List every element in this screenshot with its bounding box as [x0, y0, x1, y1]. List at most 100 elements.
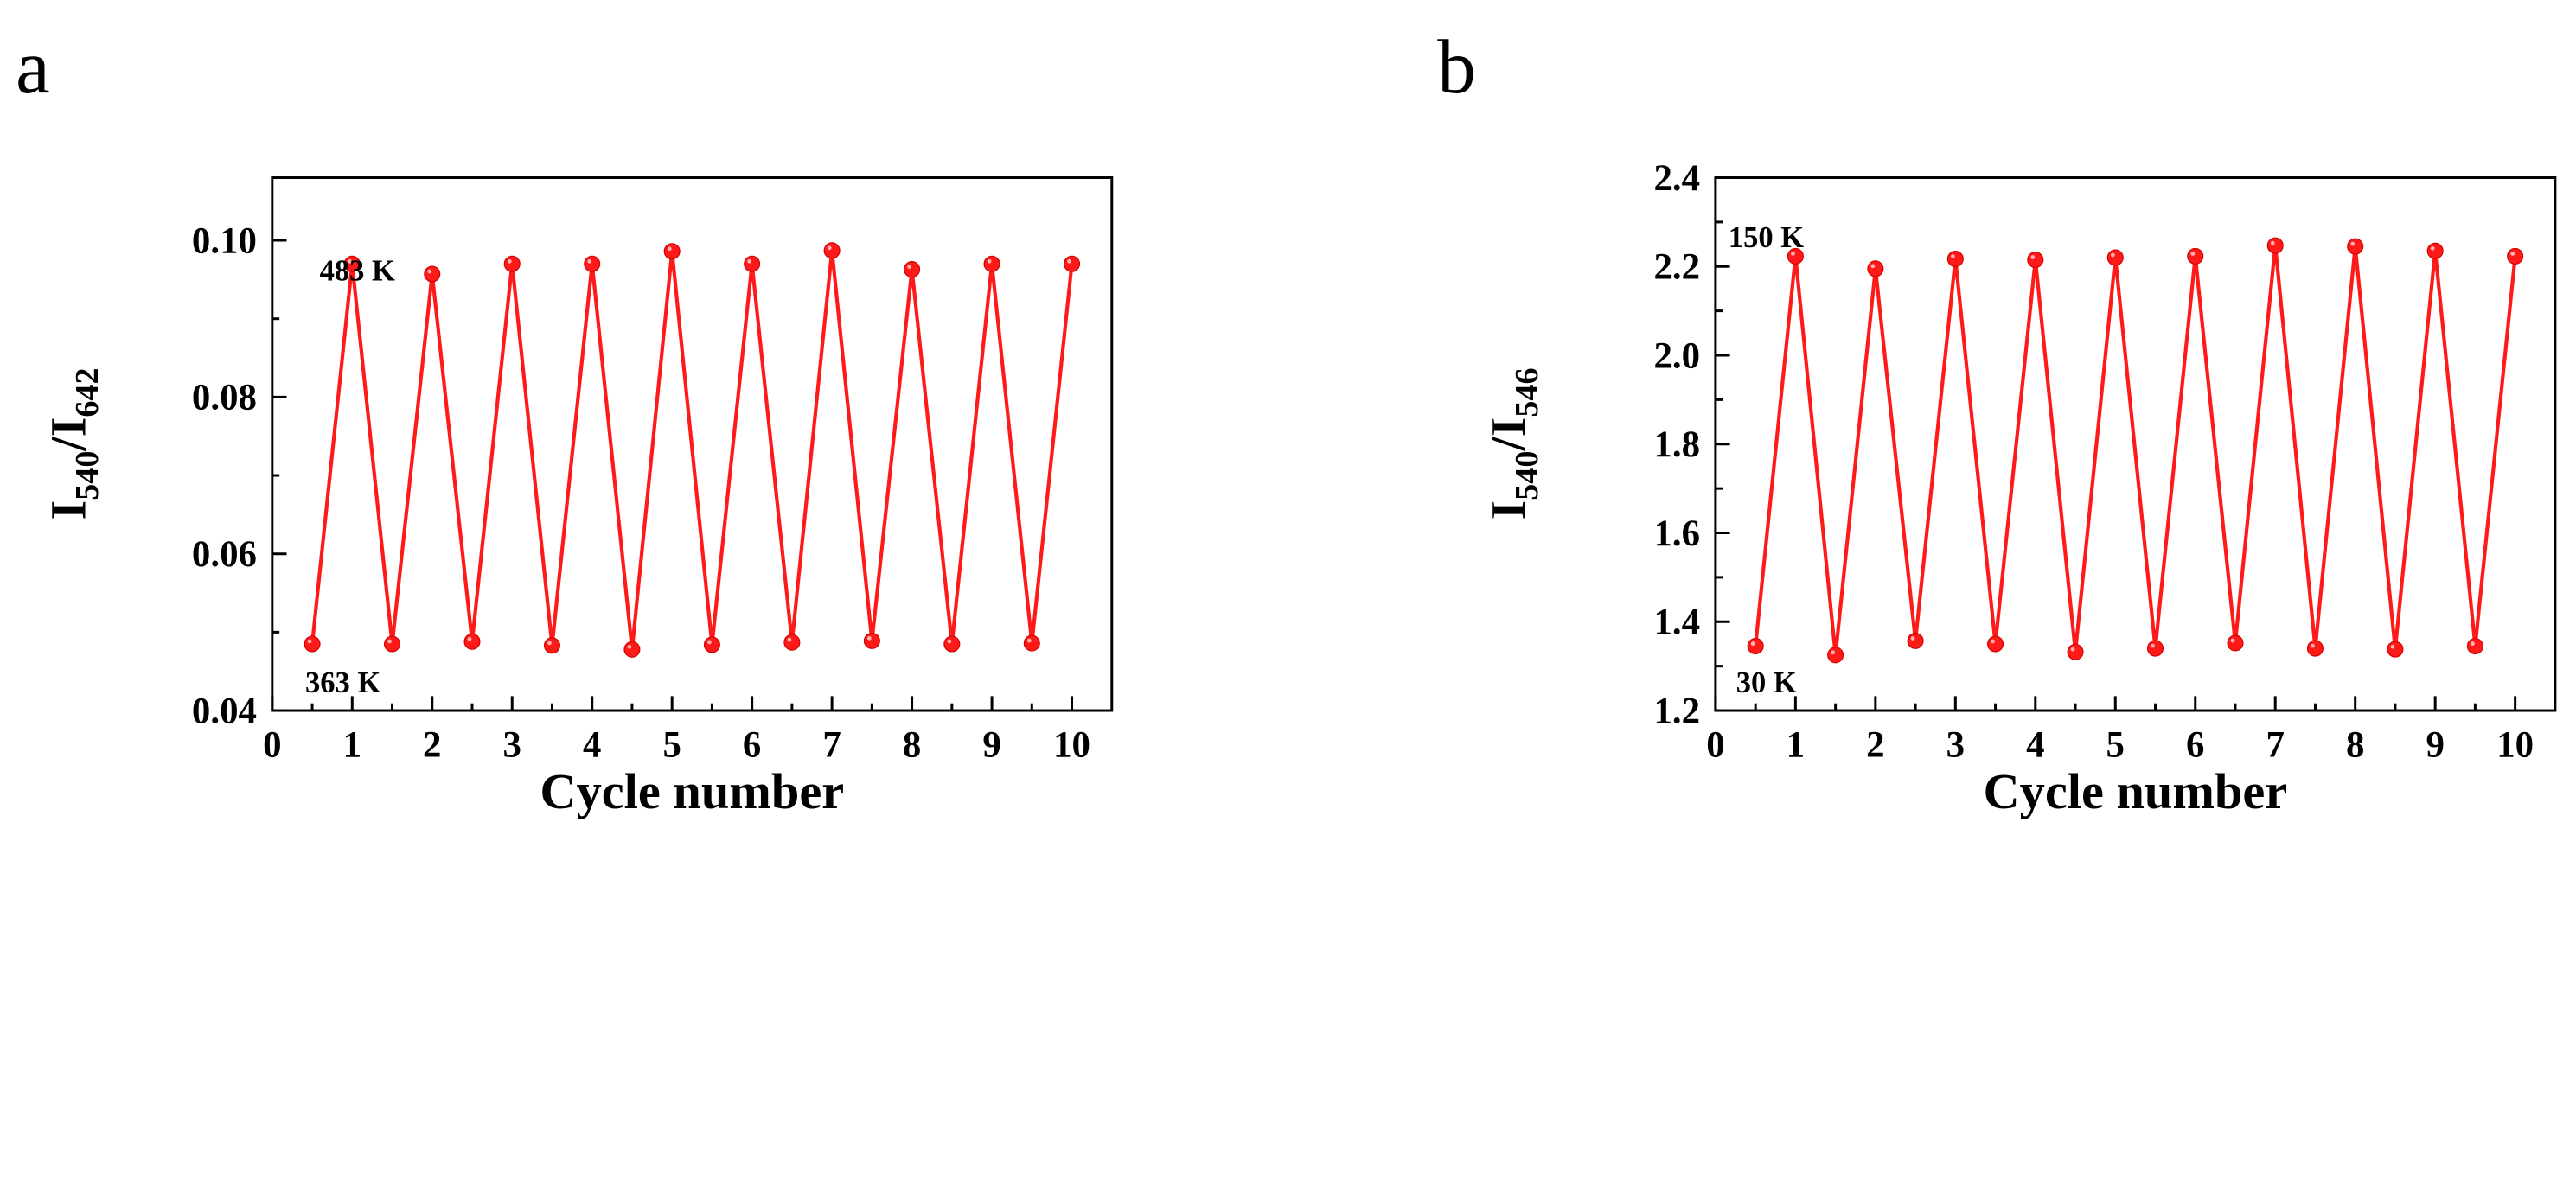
panel-b-y-axis-title: I540/I546	[1480, 367, 1545, 520]
data-point	[943, 635, 961, 653]
data-point	[2306, 640, 2324, 657]
data-point-highlight	[987, 258, 992, 264]
data-point-highlight	[2350, 241, 2355, 246]
data-point	[304, 635, 321, 653]
data-point-highlight	[347, 258, 352, 264]
data-point-highlight	[2390, 644, 2395, 649]
x-tick-label: 7	[822, 725, 841, 766]
y-tick-label: 1.8	[1653, 424, 1700, 465]
x-tick-label: 9	[982, 725, 1000, 766]
x-tick-label: 4	[583, 725, 601, 766]
data-point-highlight	[1067, 258, 1071, 264]
panel-b-series-line	[1754, 245, 2517, 656]
panel-a-x-tick-labels: 0 1 2 3 4 5 6 7 8 9 10	[263, 725, 1090, 766]
y-tick-label: 0.10	[192, 220, 257, 261]
panel-a-x-axis-title: Cycle number	[540, 763, 844, 819]
data-point	[584, 255, 601, 272]
x-tick-label: 6	[743, 725, 761, 766]
data-point	[1827, 647, 1844, 664]
data-point	[1987, 635, 2004, 653]
panel-b-y-tick-labels: 1.2 1.4 1.6 1.8 2.0 2.2 2.4	[1653, 158, 1700, 732]
panel-a: a 0 1 2 3 4 5 6 7 8 9 10 0.04 0.06 0.08 0.10 483 K 36…	[16, 24, 1114, 819]
data-point-highlight	[2190, 252, 2196, 256]
data-point-highlight	[307, 639, 312, 644]
panel-a-annotation-low: 363 K	[305, 666, 380, 699]
y-tick-label: 1.6	[1653, 513, 1700, 554]
data-point	[2146, 640, 2164, 657]
data-point-highlight	[1870, 264, 1876, 269]
data-point	[623, 641, 641, 658]
data-point-highlight	[427, 269, 432, 274]
data-point-highlight	[1791, 252, 1795, 256]
data-point	[2227, 634, 2244, 652]
data-point-highlight	[667, 246, 672, 252]
x-tick-label: 0	[263, 725, 281, 766]
x-tick-label: 4	[2026, 725, 2044, 766]
data-point-highlight	[947, 639, 952, 644]
data-point-highlight	[1026, 638, 1032, 643]
data-point-highlight	[2510, 252, 2515, 256]
panel-a-annotation-high: 483 K	[320, 255, 395, 288]
data-point	[2507, 247, 2524, 265]
panel-a-letter: a	[16, 24, 50, 110]
data-point	[2466, 638, 2483, 655]
x-tick-label: 7	[2266, 725, 2285, 766]
data-point-highlight	[547, 641, 552, 646]
data-point	[2266, 237, 2284, 254]
data-point	[503, 255, 521, 272]
panel-b-x-tick-labels: 0 1 2 3 4 5 6 7 8 9 10	[1706, 725, 2534, 766]
data-point-highlight	[2430, 245, 2435, 251]
data-point	[2027, 252, 2044, 269]
data-point	[2106, 249, 2124, 266]
data-point-highlight	[707, 640, 712, 645]
data-point-highlight	[907, 265, 912, 269]
data-point-highlight	[1831, 650, 1836, 655]
data-point	[2067, 643, 2084, 660]
x-tick-label: 1	[1787, 725, 1805, 766]
panel-b-data-points	[1747, 237, 2524, 664]
data-point-highlight	[2110, 252, 2115, 258]
data-point	[463, 633, 481, 650]
x-tick-label: 1	[343, 725, 361, 766]
x-tick-label: 8	[903, 725, 921, 766]
data-point-highlight	[2311, 643, 2315, 648]
data-point	[2347, 238, 2364, 255]
x-tick-label: 8	[2346, 725, 2364, 766]
data-point-highlight	[507, 258, 512, 264]
data-point	[2187, 247, 2204, 265]
x-tick-label: 9	[2426, 725, 2444, 766]
data-point	[703, 636, 720, 653]
panel-b-ticks	[1714, 176, 2517, 712]
x-tick-label: 3	[1946, 725, 1965, 766]
x-tick-label: 10	[1053, 725, 1090, 766]
data-point-highlight	[787, 637, 792, 642]
panel-b-annotation-high: 150 K	[1729, 221, 1804, 254]
x-tick-label: 6	[2186, 725, 2204, 766]
y-tick-label: 0.08	[192, 378, 257, 418]
data-point-highlight	[2030, 255, 2036, 259]
panel-a-data-points	[304, 242, 1081, 658]
data-point-highlight	[1910, 636, 1915, 641]
data-point-highlight	[2151, 643, 2155, 648]
data-point	[1907, 632, 1924, 649]
data-point-highlight	[866, 635, 872, 641]
y-tick-label: 1.4	[1653, 602, 1700, 643]
x-tick-label: 2	[1866, 725, 1884, 766]
panel-b-annotation-low: 30 K	[1736, 666, 1797, 699]
data-point-highlight	[2230, 638, 2235, 643]
data-point	[383, 635, 401, 653]
y-tick-label: 0.04	[192, 691, 257, 731]
panel-b: b 0 1 2 3 4 5 6 7 8 9 10 1.2 1.4 1.6 1.8 2.0 2.2 2.4 150…	[1437, 24, 2557, 819]
y-tick-label: 2.2	[1653, 247, 1700, 288]
x-tick-label: 2	[423, 725, 441, 766]
panel-b-letter: b	[1437, 24, 1476, 110]
data-point	[663, 243, 681, 260]
data-point	[1064, 255, 1081, 272]
x-tick-label: 5	[662, 725, 681, 766]
panel-a-ticks	[271, 239, 1074, 712]
data-point-highlight	[2471, 641, 2475, 646]
data-point-highlight	[2070, 647, 2075, 652]
data-point	[744, 255, 761, 272]
data-point	[983, 255, 1000, 272]
